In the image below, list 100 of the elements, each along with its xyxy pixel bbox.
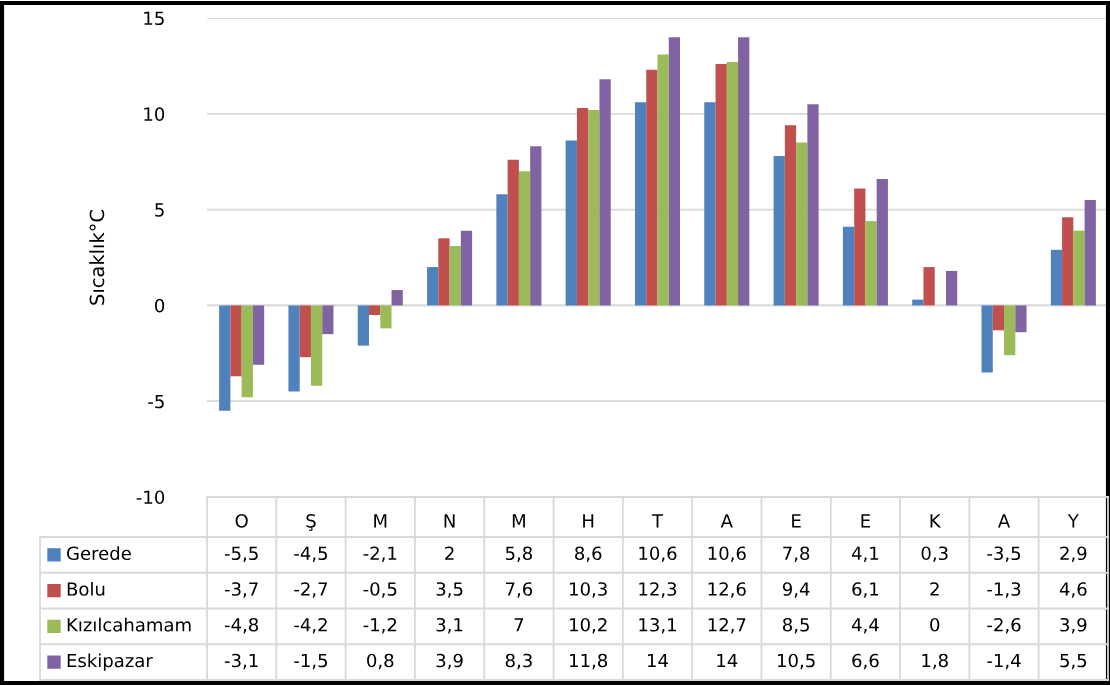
- bar: [738, 37, 750, 306]
- bar: [1073, 230, 1085, 306]
- bar: [310, 305, 323, 386]
- bar: [704, 102, 716, 306]
- bar: [599, 79, 611, 306]
- y-tick-label: 10: [144, 107, 165, 121]
- bar: [438, 238, 450, 306]
- bar: [981, 305, 993, 373]
- data-label: 12,7: [708, 617, 746, 634]
- data-label: -0,5: [363, 582, 397, 598]
- data-label: -4,2: [294, 617, 327, 634]
- bar: [299, 305, 311, 358]
- bar: [715, 63, 727, 306]
- data-label: 1,8: [922, 653, 948, 670]
- bar: [646, 69, 658, 306]
- data-label: 2: [445, 546, 454, 560]
- bar: [1004, 305, 1016, 356]
- bar: [369, 305, 381, 315]
- data-label: -2,6: [987, 617, 1021, 634]
- x-tick-label: A: [998, 514, 1011, 528]
- bar: [288, 305, 300, 392]
- bar: [588, 109, 600, 306]
- data-label: -4,5: [294, 546, 327, 562]
- data-label: 5,5: [1060, 653, 1087, 670]
- data-label: -1,2: [363, 617, 397, 634]
- bar: [854, 188, 866, 306]
- x-tick-label: K: [930, 514, 942, 528]
- bar: [507, 159, 519, 306]
- data-label: -3,7: [224, 582, 258, 598]
- data-label: 5,8: [505, 546, 533, 562]
- data-label: 0,3: [921, 546, 948, 562]
- data-label: -5,5: [224, 546, 258, 562]
- bar: [357, 305, 370, 346]
- y-tick-label: 0: [155, 298, 165, 313]
- data-label: 7,6: [506, 582, 533, 598]
- bar: [322, 305, 334, 335]
- data-label: 3,1: [436, 617, 463, 634]
- bar: [565, 140, 577, 306]
- bar: [1084, 200, 1096, 306]
- data-label: 4,6: [1059, 582, 1087, 598]
- x-tick-label: O: [235, 513, 248, 528]
- bar: [923, 267, 935, 306]
- bar: [391, 290, 403, 306]
- data-label: 10,5: [778, 653, 815, 670]
- legend-label: Bolu: [67, 581, 105, 596]
- y-axis-title: Sıcaklık°C: [89, 210, 105, 305]
- bar: [784, 125, 797, 306]
- bar: [1015, 305, 1027, 333]
- x-tick-label: Ş: [306, 513, 316, 531]
- data-label: 3,5: [436, 582, 463, 598]
- bar: [773, 155, 785, 306]
- y-tick-label: -5: [148, 394, 164, 409]
- data-label: 11,8: [570, 653, 608, 670]
- bar: [427, 267, 439, 306]
- data-label: 8,5: [782, 617, 809, 634]
- data-label: 0,8: [367, 653, 394, 670]
- bar: [807, 104, 819, 306]
- data-label: 4,4: [851, 618, 879, 634]
- y-tick-label: -10: [136, 490, 165, 505]
- bar: [1050, 249, 1063, 306]
- bar: [219, 305, 231, 411]
- legend-label: Gerede: [67, 546, 131, 561]
- bar: [380, 305, 392, 329]
- y-tick-label: 5: [155, 203, 164, 217]
- data-label: 12,3: [639, 582, 677, 598]
- data-label: -2,1: [363, 546, 397, 562]
- data-label: 7,8: [783, 546, 810, 562]
- data-label: -1,4: [987, 653, 1021, 670]
- x-tick-label: T: [651, 514, 664, 528]
- x-tick-label: A: [720, 514, 733, 528]
- data-label: 14: [717, 653, 738, 668]
- data-label: -1,5: [294, 653, 327, 670]
- bar: [876, 178, 888, 306]
- bar: [230, 305, 242, 377]
- bar: [726, 62, 739, 306]
- data-label: 3,9: [1060, 617, 1087, 634]
- data-label: 13,1: [639, 617, 676, 634]
- bar: [945, 270, 958, 306]
- bar: [576, 108, 589, 306]
- legend-label: Kızılcahamam: [67, 617, 191, 632]
- bar: [992, 305, 1005, 331]
- bar: [252, 305, 265, 365]
- x-tick-label: Y: [1067, 514, 1079, 528]
- x-tick-label: H: [583, 514, 594, 528]
- data-label: 6,6: [852, 653, 879, 670]
- data-label: 10,3: [570, 582, 607, 598]
- data-label: 6,1: [852, 582, 879, 598]
- data-label: 4,1: [851, 546, 879, 562]
- x-tick-label: M: [512, 514, 525, 528]
- x-tick-label: E: [792, 514, 801, 528]
- data-label: 10,2: [570, 617, 607, 634]
- data-label: 7: [514, 618, 524, 632]
- x-tick-label: N: [444, 514, 455, 528]
- bar: [796, 142, 808, 306]
- bar: [530, 146, 542, 306]
- data-label: 14: [648, 653, 668, 668]
- data-label: -1,3: [987, 582, 1021, 598]
- data-label: -2,7: [294, 582, 328, 598]
- data-label: 0: [930, 617, 940, 632]
- data-label: 2,9: [1060, 546, 1087, 562]
